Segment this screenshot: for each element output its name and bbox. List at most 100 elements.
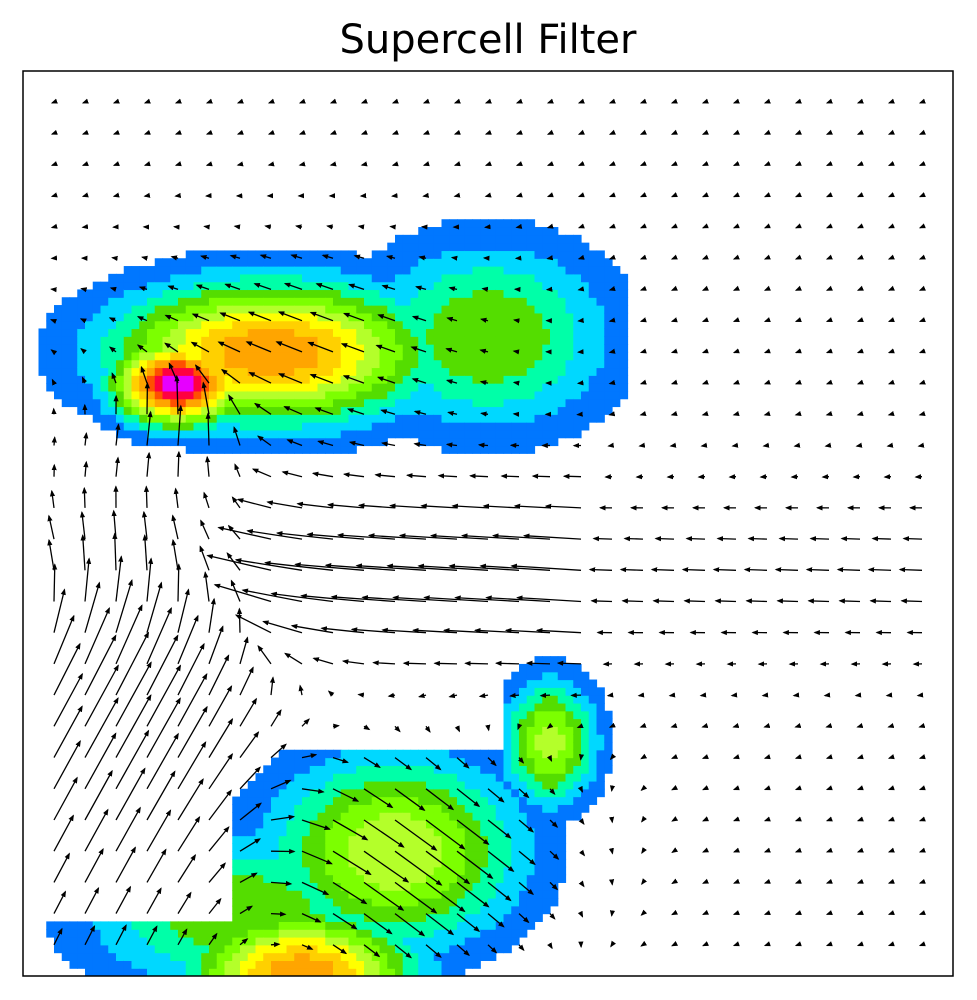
contour-cell [395,804,404,813]
contour-cell [488,390,497,400]
contour-cell [526,749,536,759]
contour-cell [317,390,326,400]
wind-vector [825,785,833,791]
contour-cell [596,398,605,408]
contour-cell [147,429,156,439]
contour-cell [333,273,342,283]
wind-vector [200,254,210,260]
contour-cell [325,757,334,766]
contour-cell [526,835,536,844]
wind-vector [592,536,613,542]
contour-cell [426,305,435,314]
contour-cell [263,858,272,868]
wind-vector [445,347,458,353]
wind-vector [270,709,282,727]
contour-cell [325,843,334,852]
wind-vector [487,881,512,902]
contour-cell [371,281,381,291]
contour-cell [433,383,443,392]
wind-vector [208,826,230,852]
contour-cell [201,445,210,454]
contour-cell [302,749,311,759]
contour-cell [263,897,272,907]
contour-cell [309,273,319,283]
contour-cell [387,843,396,852]
contour-cell [402,351,412,361]
contour-cell [410,952,419,961]
contour-cell [604,351,613,361]
contour-cell [588,718,598,727]
contour-cell [278,929,288,938]
contour-cell [573,367,582,376]
contour-cell [503,328,512,337]
wind-vector [732,816,740,822]
contour-cell [449,336,458,345]
contour-cell [348,414,357,423]
contour-cell [364,851,373,860]
contour-cell [100,344,109,353]
contour-cell [433,804,443,813]
contour-cell [193,367,202,376]
contour-cell [154,328,164,337]
contour-cell [116,390,125,400]
wind-vector [608,411,616,417]
contour-cell [240,390,249,400]
contour-cell [402,929,412,938]
wind-vector [608,160,616,166]
contour-cell [557,383,567,392]
contour-cell [278,406,288,415]
contour-cell [495,445,505,454]
contour-cell [441,297,450,306]
contour-cell [247,359,257,369]
contour-cell [441,344,450,353]
contour-cell [542,679,551,688]
contour-cell [193,344,202,353]
vector-layer [47,98,926,959]
contour-cell [534,351,543,361]
wind-vector [239,802,262,821]
wind-vector [518,788,530,799]
contour-cell [178,367,187,376]
contour-cell [286,866,295,876]
contour-cell [61,921,71,930]
wind-vector [456,819,490,845]
contour-cell [209,289,218,298]
contour-cell [224,437,233,447]
contour-cell [232,398,241,408]
contour-cell [488,851,497,860]
contour-cell [573,375,582,384]
contour-cell [333,944,342,954]
contour-cell [557,344,567,353]
contour-cell [123,921,133,930]
contour-cell [534,874,543,883]
contour-cell [333,422,342,431]
contour-cell [69,375,78,384]
contour-cell [364,266,373,275]
contour-cell [612,375,621,384]
contour-cell [550,336,559,345]
contour-cell [371,320,381,330]
contour-cell [247,913,257,922]
contour-cell [480,312,489,322]
contour-cell [441,219,450,228]
contour-cell [69,929,78,938]
contour-cell [588,383,598,392]
contour-cell [449,960,458,969]
contour-cell [294,905,303,915]
contour-cell [317,866,326,876]
contour-cell [356,858,365,868]
wind-vector [239,666,254,696]
wind-vector [887,379,895,385]
contour-cell [395,913,404,922]
contour-cell [286,266,295,275]
contour-cell [317,773,326,782]
contour-cell [85,390,94,400]
wind-vector [732,254,740,260]
contour-cell [317,266,326,275]
contour-cell [147,281,156,291]
contour-cell [286,305,295,314]
contour-cell [565,663,574,673]
contour-cell [441,804,450,813]
wind-vector [363,788,394,809]
